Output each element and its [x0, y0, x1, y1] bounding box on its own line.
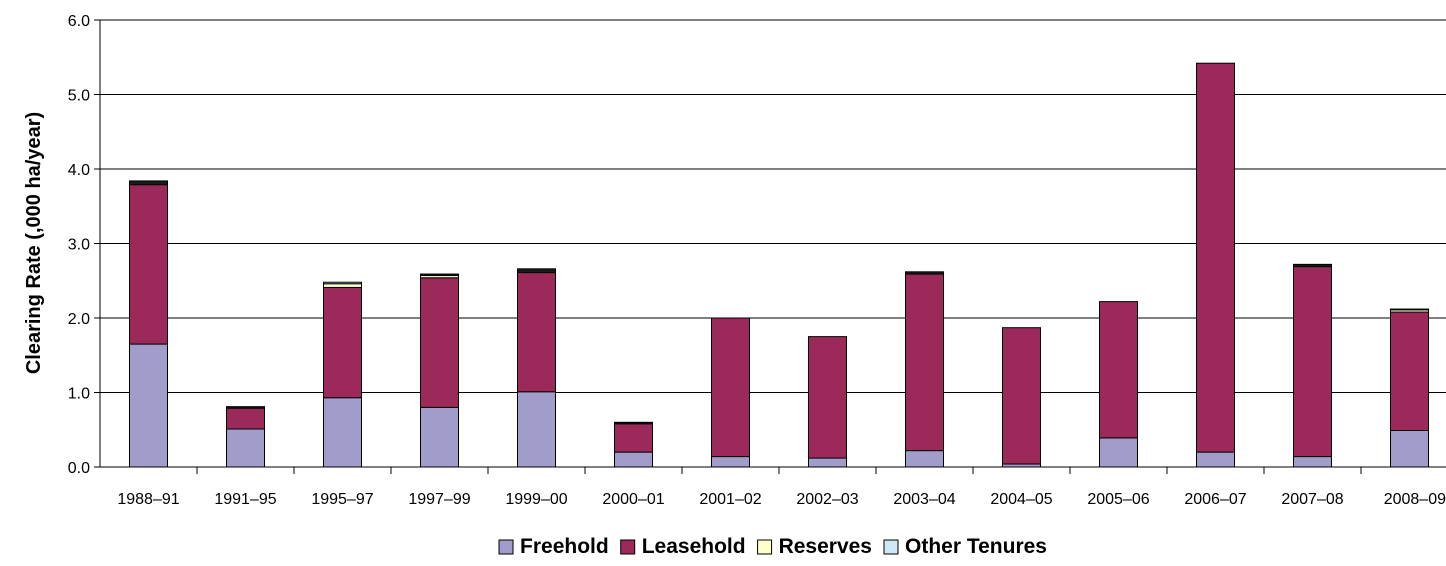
- bar-segment: [1390, 311, 1429, 431]
- x-tick-label: 1997–99: [408, 491, 470, 508]
- bar-segment: [226, 406, 265, 409]
- bar-segment: [711, 456, 750, 468]
- legend-item: Leasehold: [620, 535, 746, 558]
- bar-segment: [1002, 327, 1041, 465]
- bar-segment: [1196, 62, 1235, 453]
- legend-swatch: [620, 539, 636, 555]
- y-tick-label: 1.0: [68, 386, 90, 403]
- bar-segment: [1390, 429, 1429, 468]
- bar-segment: [129, 184, 168, 345]
- bar-segment: [1390, 308, 1429, 311]
- bar-segment: [808, 336, 847, 459]
- x-tick-label: 2000–01: [602, 491, 664, 508]
- bar-segment: [323, 281, 362, 285]
- bar-segment: [226, 428, 265, 468]
- bar-stack: [517, 268, 556, 468]
- legend-swatch: [498, 539, 514, 555]
- bar-segment: [1099, 437, 1138, 468]
- bar-segment: [323, 397, 362, 468]
- y-tick-label: 6.0: [68, 13, 90, 30]
- bar-segment: [1099, 301, 1138, 439]
- bar-stack: [1002, 327, 1041, 468]
- bar-segment: [614, 423, 653, 453]
- bar-segment: [905, 450, 944, 468]
- legend-swatch: [883, 539, 899, 555]
- bar-segment: [808, 457, 847, 468]
- legend-item: Other Tenures: [883, 535, 1047, 558]
- legend-label: Leasehold: [642, 535, 746, 558]
- x-tick-label: 2005–06: [1087, 491, 1149, 508]
- y-tick-label: 3.0: [68, 237, 90, 254]
- legend: Freehold Leasehold Reserves Other Tenures: [498, 535, 1047, 558]
- bar-segment: [905, 273, 944, 452]
- legend-item: Freehold: [498, 535, 609, 558]
- bar-stack: [711, 317, 750, 468]
- y-axis-title: Clearing Rate (,000 ha/year): [23, 112, 45, 374]
- legend-label: Reserves: [779, 535, 872, 558]
- x-tick-label: 2006–07: [1184, 491, 1246, 508]
- bar-segment: [905, 271, 944, 275]
- x-axis-ticks: 1988–91 1991–95 1995–97 1997–99 1999–00 2000–…: [117, 467, 1446, 508]
- x-tick-label: 2002–03: [796, 491, 858, 508]
- x-tick-label: 1999–00: [505, 491, 567, 508]
- bar-segment: [1293, 266, 1332, 458]
- y-axis-ticks: 0.0 1.0 2.0 3.0 4.0 5.0 6.0: [68, 13, 100, 477]
- bar-segment: [1293, 263, 1332, 268]
- x-tick-label: 1995–97: [311, 491, 373, 508]
- bar-segment: [614, 421, 653, 425]
- y-tick-label: 5.0: [68, 88, 90, 105]
- bar-segment: [711, 317, 750, 458]
- bar-stack: [420, 273, 459, 468]
- bar-segment: [226, 407, 265, 430]
- bar-stack: [1196, 62, 1235, 468]
- x-tick-label: 1991–95: [214, 491, 276, 508]
- bar-stack: [905, 271, 944, 468]
- y-tick-label: 4.0: [68, 162, 90, 179]
- bar-stack: [808, 336, 847, 468]
- bar-stack: [1099, 301, 1138, 468]
- legend-item: Reserves: [757, 535, 872, 558]
- bar-segment: [517, 272, 556, 393]
- x-tick-label: 2004–05: [990, 491, 1052, 508]
- legend-label: Other Tenures: [905, 535, 1047, 558]
- x-tick-label: 2001–02: [699, 491, 761, 508]
- bar-segment: [420, 273, 459, 277]
- bar-segment: [323, 283, 362, 288]
- bar-segment: [1293, 456, 1332, 468]
- bar-segment: [517, 268, 556, 274]
- gridlines: [100, 19, 1446, 393]
- bar-stack: [129, 180, 168, 468]
- bar-stacks: [129, 62, 1429, 468]
- bar-segment: [420, 406, 459, 468]
- y-tick-label: 0.0: [68, 460, 90, 477]
- x-tick-label: 2008–09: [1384, 491, 1446, 508]
- bar-stack: [614, 421, 653, 468]
- legend-swatch: [757, 539, 773, 555]
- bar-stack: [226, 406, 265, 468]
- bar-stack: [1390, 308, 1429, 468]
- y-tick-label: 2.0: [68, 311, 90, 328]
- bar-segment: [129, 343, 168, 468]
- bar-stack: [1293, 263, 1332, 468]
- bar-stack: [323, 281, 362, 468]
- bar-segment: [129, 180, 168, 186]
- legend-label: Freehold: [520, 535, 609, 558]
- bar-segment: [1196, 451, 1235, 468]
- bar-segment: [323, 286, 362, 399]
- bar-segment: [614, 451, 653, 468]
- bar-segment: [517, 391, 556, 468]
- x-tick-label: 2007–08: [1281, 491, 1343, 508]
- bar-segment: [420, 277, 459, 408]
- x-tick-label: 1988–91: [117, 491, 179, 508]
- x-tick-label: 2003–04: [893, 491, 955, 508]
